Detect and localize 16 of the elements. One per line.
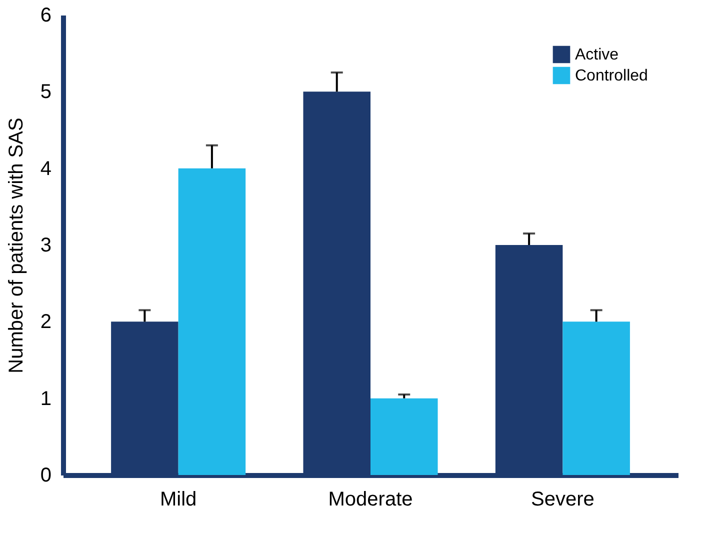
legend-label: Active	[575, 46, 619, 64]
y-tick-label: 6	[40, 4, 52, 26]
bar	[178, 168, 246, 475]
y-tick-label: 2	[40, 311, 52, 334]
x-tick-label: Mild	[160, 488, 197, 510]
y-tick-label: 1	[40, 388, 52, 410]
y-tick-label: 0	[40, 464, 52, 486]
bar	[562, 322, 630, 475]
x-tick-label: Moderate	[328, 488, 413, 510]
y-tick-label: 5	[40, 81, 52, 104]
y-axis-title: Number of patients with SAS	[5, 118, 28, 374]
legend-label: Controlled	[575, 68, 648, 84]
bar	[370, 398, 438, 475]
y-tick-label: 3	[40, 234, 52, 256]
y-tick-label: 4	[40, 158, 52, 180]
x-tick-label: Severe	[531, 488, 594, 510]
